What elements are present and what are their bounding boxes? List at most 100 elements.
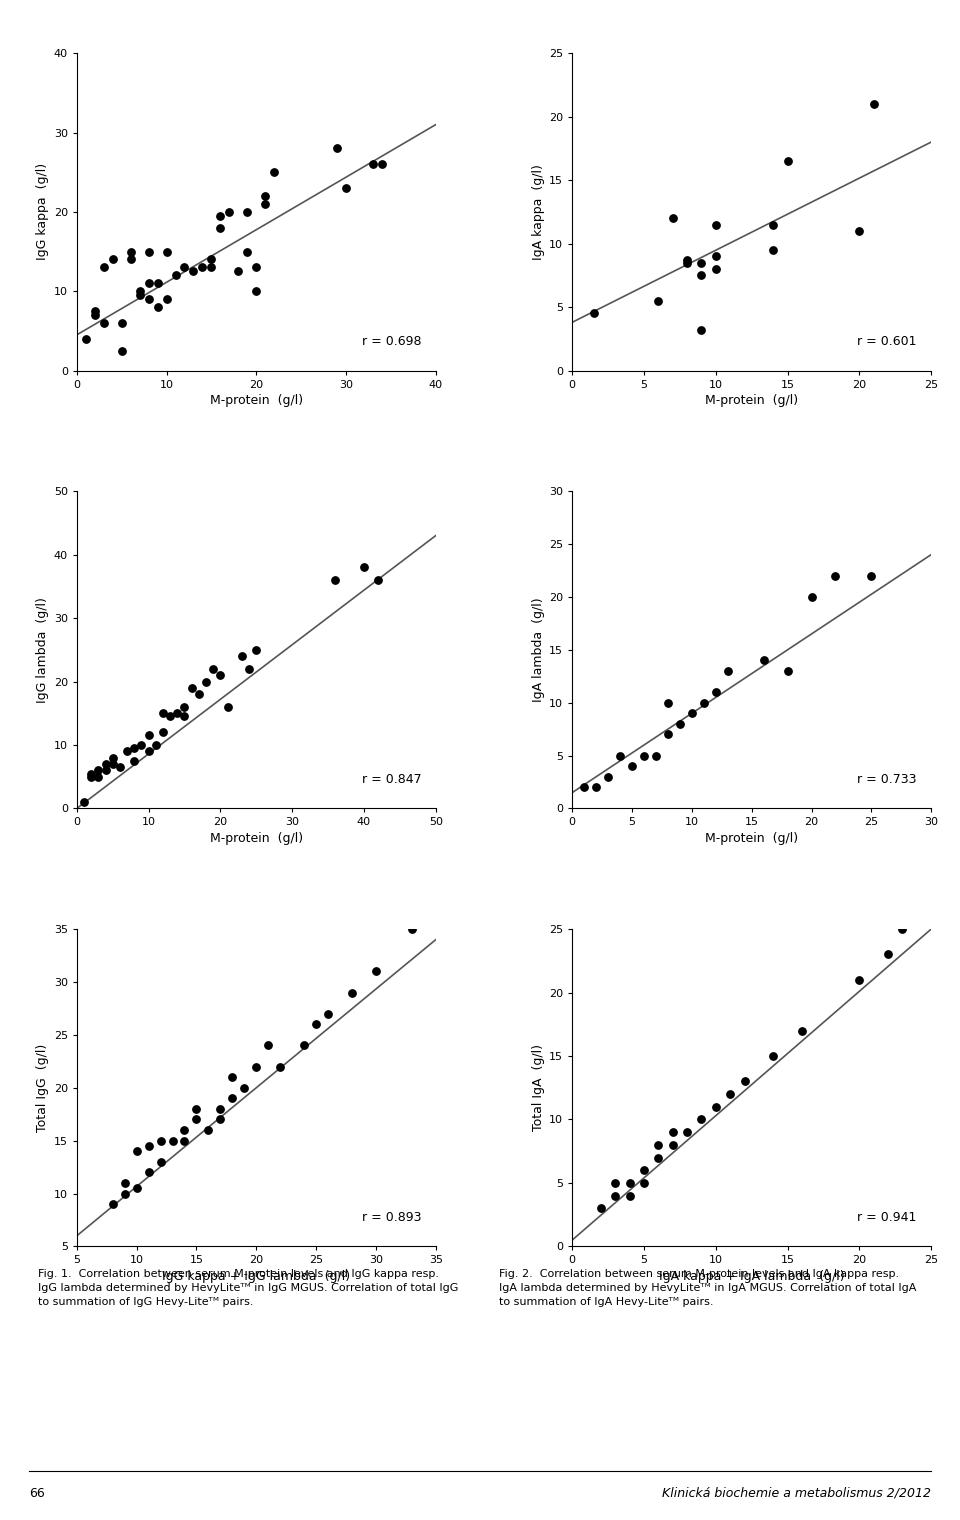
X-axis label: IgA kappa + IgA lambda  (g/l): IgA kappa + IgA lambda (g/l) (659, 1269, 845, 1283)
X-axis label: M-protein  (g/l): M-protein (g/l) (706, 831, 799, 845)
Point (141, 271, 156, 295)
Point (895, 917, 910, 941)
Point (297, 1034, 312, 1058)
Point (158, 287, 174, 312)
Point (141, 1134, 156, 1158)
Point (660, 722, 676, 746)
Text: r = 0.733: r = 0.733 (857, 774, 917, 786)
Point (112, 755, 128, 780)
Point (105, 752, 120, 777)
Point (648, 743, 663, 768)
Point (577, 775, 592, 800)
Point (660, 690, 676, 714)
Point (852, 968, 867, 993)
Point (204, 255, 219, 280)
Point (191, 682, 206, 707)
Point (117, 1181, 132, 1205)
X-axis label: M-protein  (g/l): M-protein (g/l) (706, 394, 799, 407)
Text: Klinická biochemie a metabolismus 2/2012: Klinická biochemie a metabolismus 2/2012 (662, 1487, 931, 1500)
Point (90, 758, 106, 783)
Point (665, 1132, 681, 1157)
Point (636, 743, 652, 768)
Text: 66: 66 (29, 1487, 44, 1500)
Point (133, 733, 149, 757)
Point (249, 280, 264, 304)
Point (756, 648, 771, 672)
Point (213, 204, 228, 228)
Point (665, 207, 681, 231)
Point (222, 199, 237, 223)
Point (117, 1170, 132, 1195)
Point (723, 1082, 738, 1107)
Point (240, 199, 255, 223)
Point (114, 339, 130, 363)
X-axis label: IgG kappa + IgG lambda  (g/l): IgG kappa + IgG lambda (g/l) (162, 1269, 350, 1283)
Point (636, 1158, 652, 1183)
Point (105, 248, 120, 272)
Point (636, 1170, 652, 1195)
Point (156, 701, 171, 725)
Point (141, 724, 156, 748)
Point (240, 239, 255, 263)
Point (880, 942, 896, 967)
X-axis label: M-protein  (g/l): M-protein (g/l) (209, 831, 302, 845)
Point (593, 1196, 609, 1221)
Point (87, 302, 103, 327)
Point (127, 736, 142, 760)
Text: r = 0.698: r = 0.698 (362, 336, 421, 348)
Point (694, 1107, 709, 1131)
Text: r = 0.601: r = 0.601 (857, 336, 917, 348)
Point (680, 248, 695, 272)
Point (852, 219, 867, 243)
Point (345, 980, 360, 1005)
Point (162, 704, 178, 728)
Point (199, 669, 214, 693)
Point (708, 679, 724, 704)
Point (765, 237, 780, 261)
Point (672, 711, 687, 736)
Point (225, 1087, 240, 1111)
Point (114, 310, 130, 334)
Point (356, 555, 372, 579)
Y-axis label: IgA lambda  (g/l): IgA lambda (g/l) (532, 597, 545, 702)
Point (600, 765, 615, 789)
Point (404, 917, 420, 941)
Point (329, 137, 345, 161)
Point (213, 663, 228, 687)
Text: Fig. 1.  Correlation between serum M-protein levels and IgG kappa resp.
IgG lamb: Fig. 1. Correlation between serum M-prot… (38, 1269, 459, 1307)
Point (213, 1107, 228, 1131)
Point (84, 765, 99, 789)
Text: r = 0.893: r = 0.893 (362, 1211, 421, 1224)
Point (90, 765, 106, 789)
Point (608, 1184, 623, 1208)
Point (586, 301, 601, 325)
Point (132, 280, 147, 304)
Point (720, 658, 735, 682)
Point (780, 658, 795, 682)
Point (866, 91, 881, 116)
Point (371, 568, 386, 593)
Point (694, 263, 709, 287)
Point (150, 295, 165, 319)
Y-axis label: IgA kappa  (g/l): IgA kappa (g/l) (532, 164, 545, 260)
Text: Fig. 2.  Correlation between serum M-protein levels and IgA kappa resp.
IgA lamb: Fig. 2. Correlation between serum M-prot… (499, 1269, 917, 1307)
Point (158, 239, 174, 263)
Point (189, 1107, 204, 1131)
Point (127, 749, 142, 774)
Point (153, 1149, 168, 1173)
Point (804, 585, 819, 610)
Point (588, 775, 604, 800)
Point (96, 255, 111, 280)
Point (225, 1066, 240, 1090)
Point (249, 638, 264, 663)
Point (694, 251, 709, 275)
Point (794, 1018, 809, 1043)
Point (168, 263, 183, 287)
Point (87, 299, 103, 324)
Point (189, 1097, 204, 1122)
Point (230, 260, 246, 284)
Text: r = 0.847: r = 0.847 (362, 774, 421, 786)
Point (737, 1069, 753, 1093)
Point (220, 695, 235, 719)
Point (123, 248, 138, 272)
